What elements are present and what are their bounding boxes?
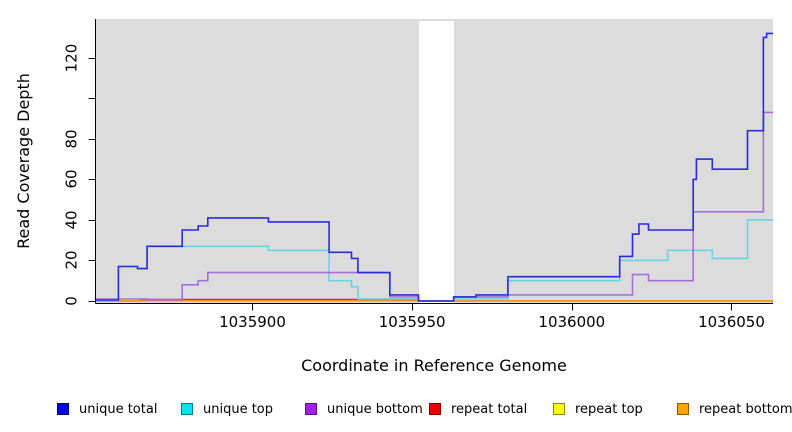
series-line-unique-top bbox=[96, 219, 773, 302]
legend-swatch-icon bbox=[553, 403, 565, 415]
legend-label: repeat top bbox=[575, 401, 643, 417]
y-tick-label: 0 bbox=[62, 296, 81, 306]
legend-item-unique-bottom: unique bottom bbox=[305, 402, 423, 416]
legend-item-repeat-bottom: repeat bottom bbox=[677, 402, 792, 416]
y-tick-label: 120 bbox=[62, 43, 81, 73]
legend-item-repeat-top: repeat top bbox=[553, 402, 643, 416]
legend-swatch-icon bbox=[305, 403, 317, 415]
legend-swatch-icon bbox=[677, 403, 689, 415]
legend-swatch-icon bbox=[429, 403, 441, 415]
series-line-unique-bottom bbox=[96, 111, 773, 302]
legend-label: repeat bottom bbox=[699, 401, 792, 417]
no-data-gap-band bbox=[418, 21, 454, 303]
legend-swatch-icon bbox=[181, 403, 193, 415]
x-axis-title: Coordinate in Reference Genome bbox=[301, 356, 567, 375]
legend-label: unique bottom bbox=[327, 401, 423, 417]
y-tick-label: 80 bbox=[62, 129, 81, 149]
x-tick-label: 1036050 bbox=[698, 313, 765, 331]
legend-label: repeat total bbox=[451, 401, 528, 417]
legend-label: unique top bbox=[203, 401, 274, 417]
y-tick-label: 40 bbox=[62, 210, 81, 230]
x-tick-label: 1035900 bbox=[219, 313, 286, 331]
legend-swatch-icon bbox=[57, 403, 69, 415]
y-tick-label: 60 bbox=[62, 169, 81, 189]
legend-item-repeat-total: repeat total bbox=[429, 402, 527, 416]
y-axis-title: Read Coverage Depth bbox=[14, 73, 33, 249]
x-tick-label: 1035950 bbox=[378, 313, 446, 331]
x-tick-label: 1036000 bbox=[538, 313, 606, 331]
series-line-unique-total bbox=[96, 32, 773, 302]
legend-item-unique-top: unique top bbox=[181, 402, 273, 416]
y-tick-label: 20 bbox=[62, 250, 81, 270]
legend-label: unique total bbox=[79, 401, 158, 417]
legend-item-unique-total: unique total bbox=[57, 402, 157, 416]
